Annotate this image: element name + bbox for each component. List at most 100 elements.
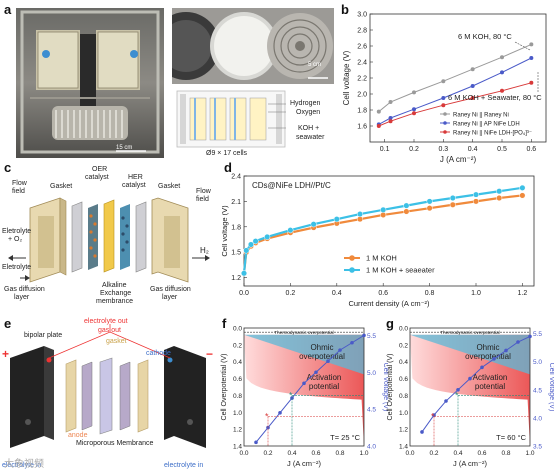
- chart-d-legend-label: 1 M KOH + seaeater: [366, 266, 435, 275]
- chart-f-voltage-point: [290, 396, 294, 400]
- chart-g-ytick-right-label: 5.0: [533, 359, 542, 366]
- chart-g-ohmic-label-2: overpotential: [465, 352, 511, 361]
- chart-b-xtick-label: 0.4: [468, 146, 478, 153]
- gdl-left-label: Gas diffusion: [4, 286, 45, 293]
- chart-g-voltage-point: [492, 357, 496, 361]
- chart-g-ohmic-label: Ohmic: [476, 343, 499, 352]
- chart-b-legend-marker: [443, 112, 447, 116]
- chart-d-title: CDs@NiFe LDH//Pt/C: [252, 181, 331, 190]
- chart-b-legend-marker: [443, 121, 447, 125]
- chart-f-ytick-left-label: 1.2: [233, 427, 242, 434]
- chart-d-xtick-label: 0.6: [378, 290, 388, 297]
- chart-d-point: [449, 194, 456, 202]
- svg-text:+: +: [2, 347, 9, 361]
- anode-label: anode: [68, 432, 88, 439]
- chart-f-thermo-label: Thermodynamic overpotential: [274, 330, 333, 335]
- chart-f-xtick-label: 0.0: [239, 450, 248, 457]
- chart-b-ytick-label: 1.8: [357, 108, 367, 115]
- panel-letter-b: b: [341, 2, 349, 17]
- chart-g-voltage-point: [528, 334, 532, 339]
- chart-b-point: [500, 88, 504, 93]
- flow-field-left-label: Flow: [12, 180, 27, 187]
- chart-g-ohmic-region: [410, 334, 530, 375]
- gasket-right-label: Gasket: [158, 183, 181, 190]
- chart-g-star-marker: *: [455, 390, 459, 400]
- chart-f-xtick-label: 0.2: [263, 450, 272, 457]
- cell-schematic: [8, 197, 210, 283]
- gdl-left-label-2: layer: [14, 294, 30, 301]
- svg-text:−: −: [206, 347, 213, 361]
- chart-b-point: [376, 109, 381, 114]
- chart-f-voltage-point: [254, 440, 258, 445]
- cells-label: Ø9 × 17 cells: [206, 150, 248, 157]
- chart-f-voltage-line: [255, 334, 365, 443]
- gas-out-label: gas out: [98, 327, 121, 334]
- chart-d-point: [264, 233, 271, 240]
- chart-g-ytick-left-label: 0.4: [399, 359, 408, 366]
- chart-f-ylabel: Cell Overpotential (V): [221, 354, 228, 421]
- chart-f-xtick-label: 1.0: [359, 450, 368, 457]
- chart-d: 0.0 0.2 0.4 0.6 0.8 1.0 1.2 1.2 1.5 1.8 2.1 2.4 Curr…: [222, 174, 535, 308]
- chart-b-point: [529, 42, 534, 47]
- gasket-left-label: Gasket: [50, 183, 73, 190]
- chart-g-voltage-point: [456, 388, 460, 392]
- chart-d-xtick-label: 1.0: [471, 290, 481, 297]
- chart-d-point: [243, 247, 250, 254]
- chart-g-activation-mask: [410, 336, 530, 446]
- chart-d-ytick-label: 1.2: [231, 275, 241, 282]
- chart-b-series-line: [378, 82, 532, 127]
- chart-d-ytick-label: 2.4: [231, 174, 241, 181]
- koh-label: KOH +: [298, 125, 320, 132]
- oer-label-2: catalyst: [85, 174, 109, 181]
- chart-g-xlabel: J (A cm⁻²): [453, 459, 487, 468]
- chart-g-voltage-point: [444, 399, 448, 403]
- chart-f-ytick-left-label: 0.0: [233, 326, 242, 333]
- chart-b-ytick-label: 3.0: [357, 12, 367, 19]
- chart-d-frame: [243, 175, 535, 287]
- chart-d-point: [449, 201, 456, 208]
- panel-letter-d: d: [224, 160, 232, 175]
- chart-g-voltage-point: [432, 413, 436, 417]
- chart-f-xtick-label: 0.4: [287, 450, 296, 457]
- chart-f-ytick-right-label: 5.5: [367, 333, 376, 340]
- chart-g-xtick-label: 0.0: [405, 450, 414, 457]
- chart-b-point: [388, 116, 393, 120]
- panel-letter-c: c: [4, 160, 12, 175]
- chart-f-ohmic-region: [244, 334, 364, 375]
- chart-f-ytick-right-label: 5.0: [367, 370, 376, 377]
- eletrolyte-label: Eletrolyte: [2, 264, 32, 271]
- chart-d-legend-label: 1 M KOH: [366, 254, 397, 263]
- chart-g-xtick-label: 0.4: [453, 450, 462, 457]
- chart-b-ytick-label: 2.2: [357, 76, 367, 83]
- chart-d-point: [287, 227, 294, 234]
- chart-f-ohmic-label-2: overpotential: [299, 352, 345, 361]
- chart-b-xtick-label: 0.1: [380, 146, 390, 153]
- chart-g-ytick-right-label: 4.5: [533, 387, 542, 394]
- chart-d-point: [252, 238, 259, 245]
- chart-f-voltage-point: [266, 425, 270, 430]
- chart-d-ytick-label: 1.8: [231, 224, 241, 231]
- chart-f-ytick-left-label: 0.6: [233, 376, 242, 383]
- electrode-disks-photo: [172, 8, 334, 84]
- chart-f-star-marker: *: [265, 412, 269, 422]
- flow-field-right-label-2: field: [196, 196, 209, 203]
- eletrolyte-o2-label-2: + O₂: [8, 236, 23, 243]
- chart-f: 0.0 0.2 0.4 0.6 0.8 1.0 0.0 0.2 0.4 0.6 0.8 1.0 1.2 1…: [221, 326, 388, 469]
- chart-b-xtick-label: 0.3: [438, 146, 448, 153]
- chart-f-ytick-left-label: 0.2: [233, 342, 242, 349]
- chart-b-legend-marker: [443, 130, 447, 134]
- chart-g-ytick-left-label: 1.0: [399, 410, 408, 417]
- panel-letter-f: f: [222, 316, 227, 331]
- chart-f-voltage-point: [362, 333, 366, 338]
- watermark: 大象视频: [4, 459, 44, 470]
- chart-g-activation-label: Activation: [473, 373, 508, 382]
- chart-f-voltage-point: [278, 411, 282, 415]
- chart-f-xtick-label: 0.8: [335, 450, 344, 457]
- chart-b-point: [412, 90, 416, 95]
- chart-g-voltage-point: [420, 430, 424, 434]
- chart-d-legend-marker: [349, 267, 355, 273]
- chart-f-ytick-left-label: 1.4: [233, 444, 242, 451]
- chart-d-xtick-label: 0.0: [239, 290, 249, 297]
- chart-g-ylabel-right: Cell Voltage (V): [548, 363, 554, 412]
- alkaline-label-2: Exchange: [100, 290, 132, 297]
